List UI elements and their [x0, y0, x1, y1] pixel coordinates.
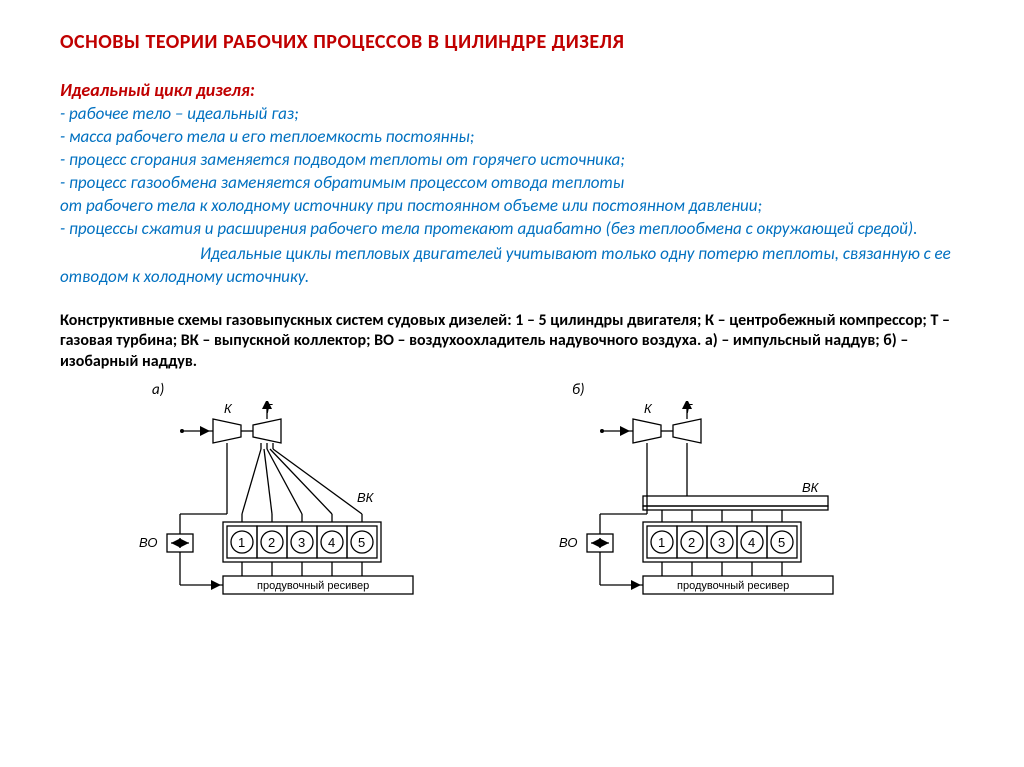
bullet-item: - процесс сгорания заменяется подводом т…	[60, 149, 964, 172]
svg-text:1: 1	[658, 535, 665, 550]
svg-text:ВК: ВК	[802, 480, 820, 495]
diagram-b-label: б)	[572, 381, 585, 399]
svg-text:ВО: ВО	[559, 535, 578, 550]
svg-text:2: 2	[268, 535, 275, 550]
diagram-a-svg: КТ12345продувочный ресиверВКВО	[132, 401, 472, 601]
svg-text:ВО: ВО	[139, 535, 158, 550]
bullet-item: - процессы сжатия и расширения рабочего …	[60, 218, 964, 241]
svg-text:5: 5	[358, 535, 365, 550]
bullet-list: - рабочее тело – идеальный газ;- масса р…	[60, 103, 964, 241]
svg-text:4: 4	[748, 535, 755, 550]
bullet-item: - масса рабочего тела и его теплоемкость…	[60, 126, 964, 149]
svg-text:4: 4	[328, 535, 335, 550]
svg-text:ВК: ВК	[357, 490, 375, 505]
svg-text:продувочный ресивер: продувочный ресивер	[677, 580, 789, 592]
svg-text:продувочный ресивер: продувочный ресивер	[257, 580, 369, 592]
cycle-subtitle: Идеальный цикл дизеля:	[60, 79, 964, 101]
svg-text:3: 3	[298, 535, 305, 550]
svg-text:1: 1	[238, 535, 245, 550]
bullet-item: - рабочее тело – идеальный газ;	[60, 103, 964, 126]
diagram-a-label: а)	[152, 381, 164, 399]
diagram-b: б) КТ12345продувочный ресиверВКВО	[552, 381, 892, 601]
page-title: ОСНОВЫ ТЕОРИИ РАБОЧИХ ПРОЦЕССОВ В ЦИЛИНД…	[60, 30, 964, 54]
diagram-b-svg: КТ12345продувочный ресиверВКВО	[552, 401, 892, 601]
bullet-item: от рабочего тела к холодному источнику п…	[60, 195, 964, 218]
bullet-item: - процесс газообмена заменяется обратимы…	[60, 172, 964, 195]
summary-text: Идеальные циклы тепловых двигателей учит…	[60, 243, 964, 289]
diagram-a: а) КТ12345продувочный ресиверВКВО	[132, 381, 472, 601]
svg-text:3: 3	[718, 535, 725, 550]
svg-text:5: 5	[778, 535, 785, 550]
diagrams-row: а) КТ12345продувочный ресиверВКВО б) КТ1…	[60, 381, 964, 601]
figure-caption: Конструктивные схемы газовыпускных систе…	[60, 311, 964, 373]
svg-text:К: К	[224, 401, 233, 416]
svg-text:2: 2	[688, 535, 695, 550]
svg-text:К: К	[644, 401, 653, 416]
